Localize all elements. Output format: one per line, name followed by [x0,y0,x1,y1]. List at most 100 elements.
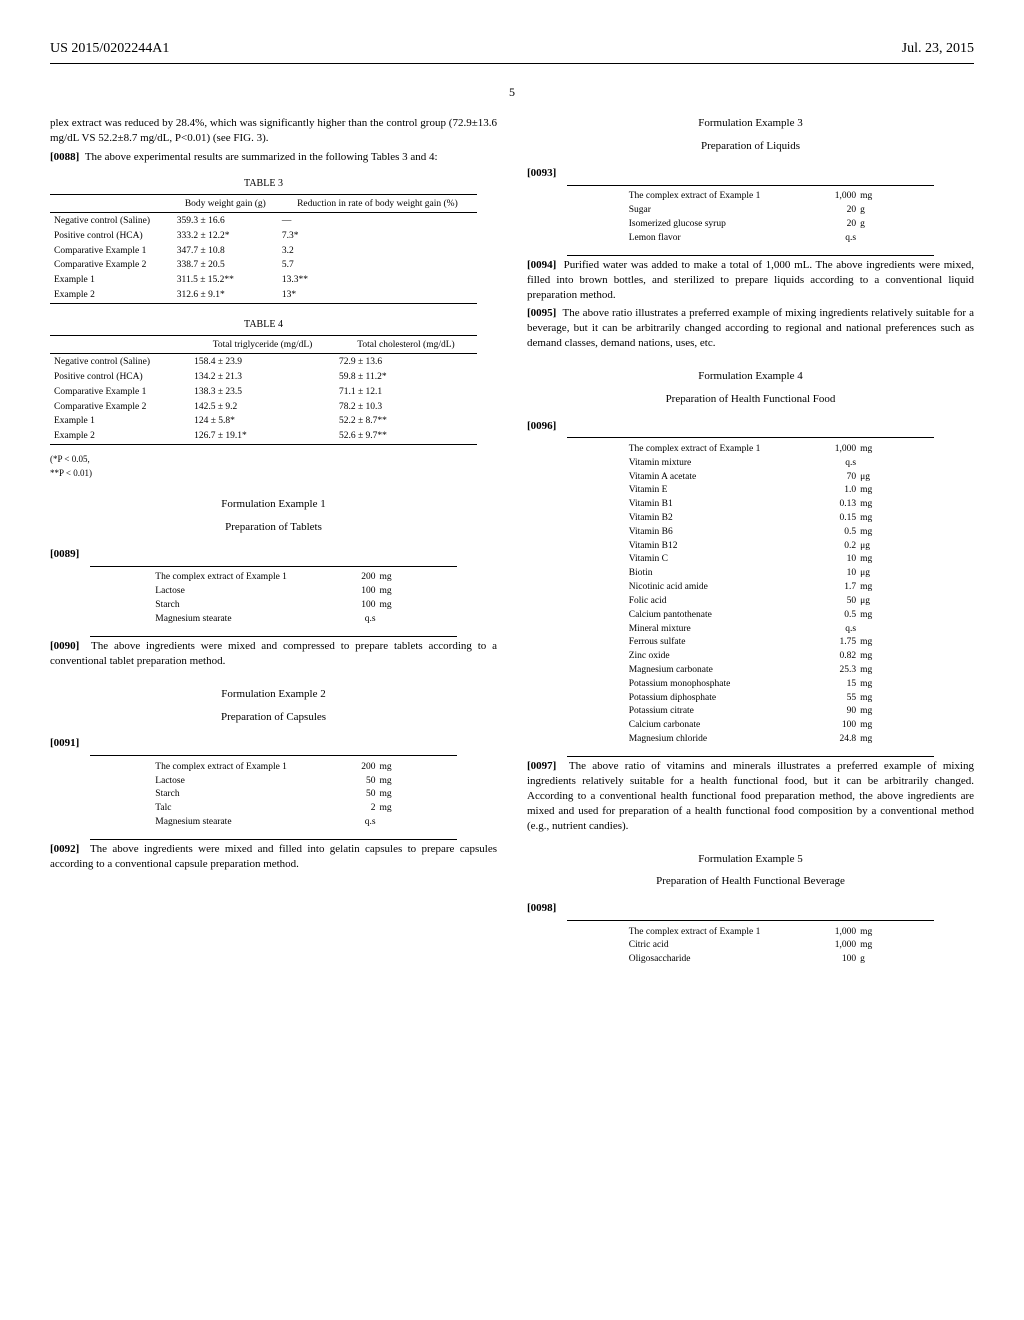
table-footnote: (*P < 0.05, [50,453,477,465]
ingredient-amount: 90 [827,705,858,719]
ingredient-name: Oligosaccharide [621,953,827,967]
para-label: [0094] [527,259,556,271]
paragraph-0096: [0096] [527,419,974,434]
ingredient-name: Ferrous sulfate [621,636,827,650]
paragraph-0090: [0090] The above ingredients were mixed … [50,639,497,669]
ingredient-amount: 24.8 [827,733,858,747]
cell-value: 3.2 [278,244,477,259]
ingredient-unit: g [858,203,880,217]
ingredient-name: Magnesium stearate [147,816,353,830]
table-row: Mineral mixtureq.s [621,622,881,636]
table-footnote: **P < 0.01) [50,467,477,479]
table-row: The complex extract of Example 11,000mg [621,190,881,204]
ingredient-amount: 1.7 [827,581,858,595]
ingredient-name: Calcium carbonate [621,719,827,733]
table-row: Lactose50mg [147,774,399,788]
ingredient-amount: 0.5 [827,525,858,539]
table-row: Folic acid50μg [621,594,881,608]
ingredient-amount: q.s [827,231,858,245]
ingredient-unit: mg [378,760,400,774]
ingredient-amount: 200 [353,760,377,774]
formulation-table: The complex extract of Example 1200mgLac… [147,760,399,829]
table-caption: TABLE 3 [50,177,477,191]
table-row: Potassium diphosphate55mg [621,691,881,705]
table-row: Potassium monophosphate15mg [621,677,881,691]
table-header: Body weight gain (g) [173,197,278,212]
cell-value: 13* [278,288,477,303]
table-row: Ferrous sulfate1.75mg [621,636,881,650]
ingredient-unit [858,456,880,470]
ingredient-amount: 1.0 [827,484,858,498]
ingredient-unit [858,622,880,636]
table-row: Comparative Example 2142.5 ± 9.278.2 ± 1… [50,400,477,415]
table-row: Positive control (HCA)134.2 ± 21.359.8 ±… [50,370,477,385]
row-label: Comparative Example 1 [50,244,173,259]
table-row: Magnesium stearateq.s [147,612,399,626]
para-label: [0092] [50,843,79,855]
cell-value: 52.6 ± 9.7** [335,429,477,444]
cell-value: 142.5 ± 9.2 [190,400,335,415]
table-row: Example 1124 ± 5.8*52.2 ± 8.7** [50,414,477,429]
ingredient-amount: 20 [827,203,858,217]
table-row: Positive control (HCA)333.2 ± 12.2*7.3* [50,229,477,244]
paragraph-0088: [0088] The above experimental results ar… [50,150,497,165]
table-row: Biotin10μg [621,567,881,581]
ingredient-unit: mg [378,802,400,816]
ingredient-name: Vitamin A acetate [621,470,827,484]
ingredient-unit: mg [858,498,880,512]
ingredient-unit: mg [378,774,400,788]
ingredient-name: Vitamin B1 [621,498,827,512]
ingredient-unit: μg [858,470,880,484]
section-title: Formulation Example 4 [527,369,974,384]
ingredient-unit [378,816,400,830]
formulation-table: The complex extract of Example 11,000mgV… [621,442,881,746]
table-row: Talc2mg [147,802,399,816]
ingredient-amount: 20 [827,217,858,231]
ingredient-unit: μg [858,539,880,553]
table-row: Vitamin mixtureq.s [621,456,881,470]
ingredient-name: Lemon flavor [621,231,827,245]
ingredient-unit: mg [858,939,880,953]
ingredient-name: Vitamin B6 [621,525,827,539]
para-label: [0090] [50,640,79,652]
ingredient-amount: 1,000 [827,939,858,953]
table-row: Vitamin B60.5mg [621,525,881,539]
ingredient-amount: 0.5 [827,608,858,622]
para-label: [0091] [50,737,79,749]
para-text: The above ratio of vitamins and minerals… [527,760,974,831]
table-row: Vitamin A acetate70μg [621,470,881,484]
left-column: plex extract was reduced by 28.4%, which… [50,116,497,976]
ingredient-amount: 25.3 [827,663,858,677]
ingredient-unit: μg [858,567,880,581]
cell-value: 347.7 ± 10.8 [173,244,278,259]
table-row: Magnesium chloride24.8mg [621,733,881,747]
row-label: Example 2 [50,429,190,444]
ingredient-unit: mg [858,190,880,204]
table-row: Negative control (Saline)158.4 ± 23.972.… [50,355,477,370]
paragraph-0089: [0089] [50,547,497,562]
cell-value: 311.5 ± 15.2** [173,273,278,288]
ingredient-amount: 100 [827,719,858,733]
ingredient-unit: mg [858,608,880,622]
cell-value: 13.3** [278,273,477,288]
subsection-title: Preparation of Liquids [527,139,974,154]
ingredient-amount: 100 [827,953,858,967]
table-row: Example 2126.7 ± 19.1*52.6 ± 9.7** [50,429,477,444]
cell-value: 7.3* [278,229,477,244]
ingredient-name: Lactose [147,585,353,599]
table-row: Zinc oxide0.82mg [621,650,881,664]
paragraph-0093: [0093] [527,166,974,181]
para-label: [0098] [527,902,556,914]
ingredient-name: The complex extract of Example 1 [147,571,353,585]
table-header: Reduction in rate of body weight gain (%… [278,197,477,212]
row-label: Positive control (HCA) [50,370,190,385]
table-rule [90,636,457,637]
ingredient-name: Magnesium carbonate [621,663,827,677]
table-row: Starch100mg [147,598,399,612]
ingredient-amount: 100 [353,598,377,612]
ingredient-unit: mg [858,925,880,939]
section-title: Formulation Example 1 [50,497,497,512]
formulation-table: The complex extract of Example 11,000mgC… [621,925,881,966]
ingredient-name: Vitamin B12 [621,539,827,553]
ingredient-unit: mg [858,677,880,691]
